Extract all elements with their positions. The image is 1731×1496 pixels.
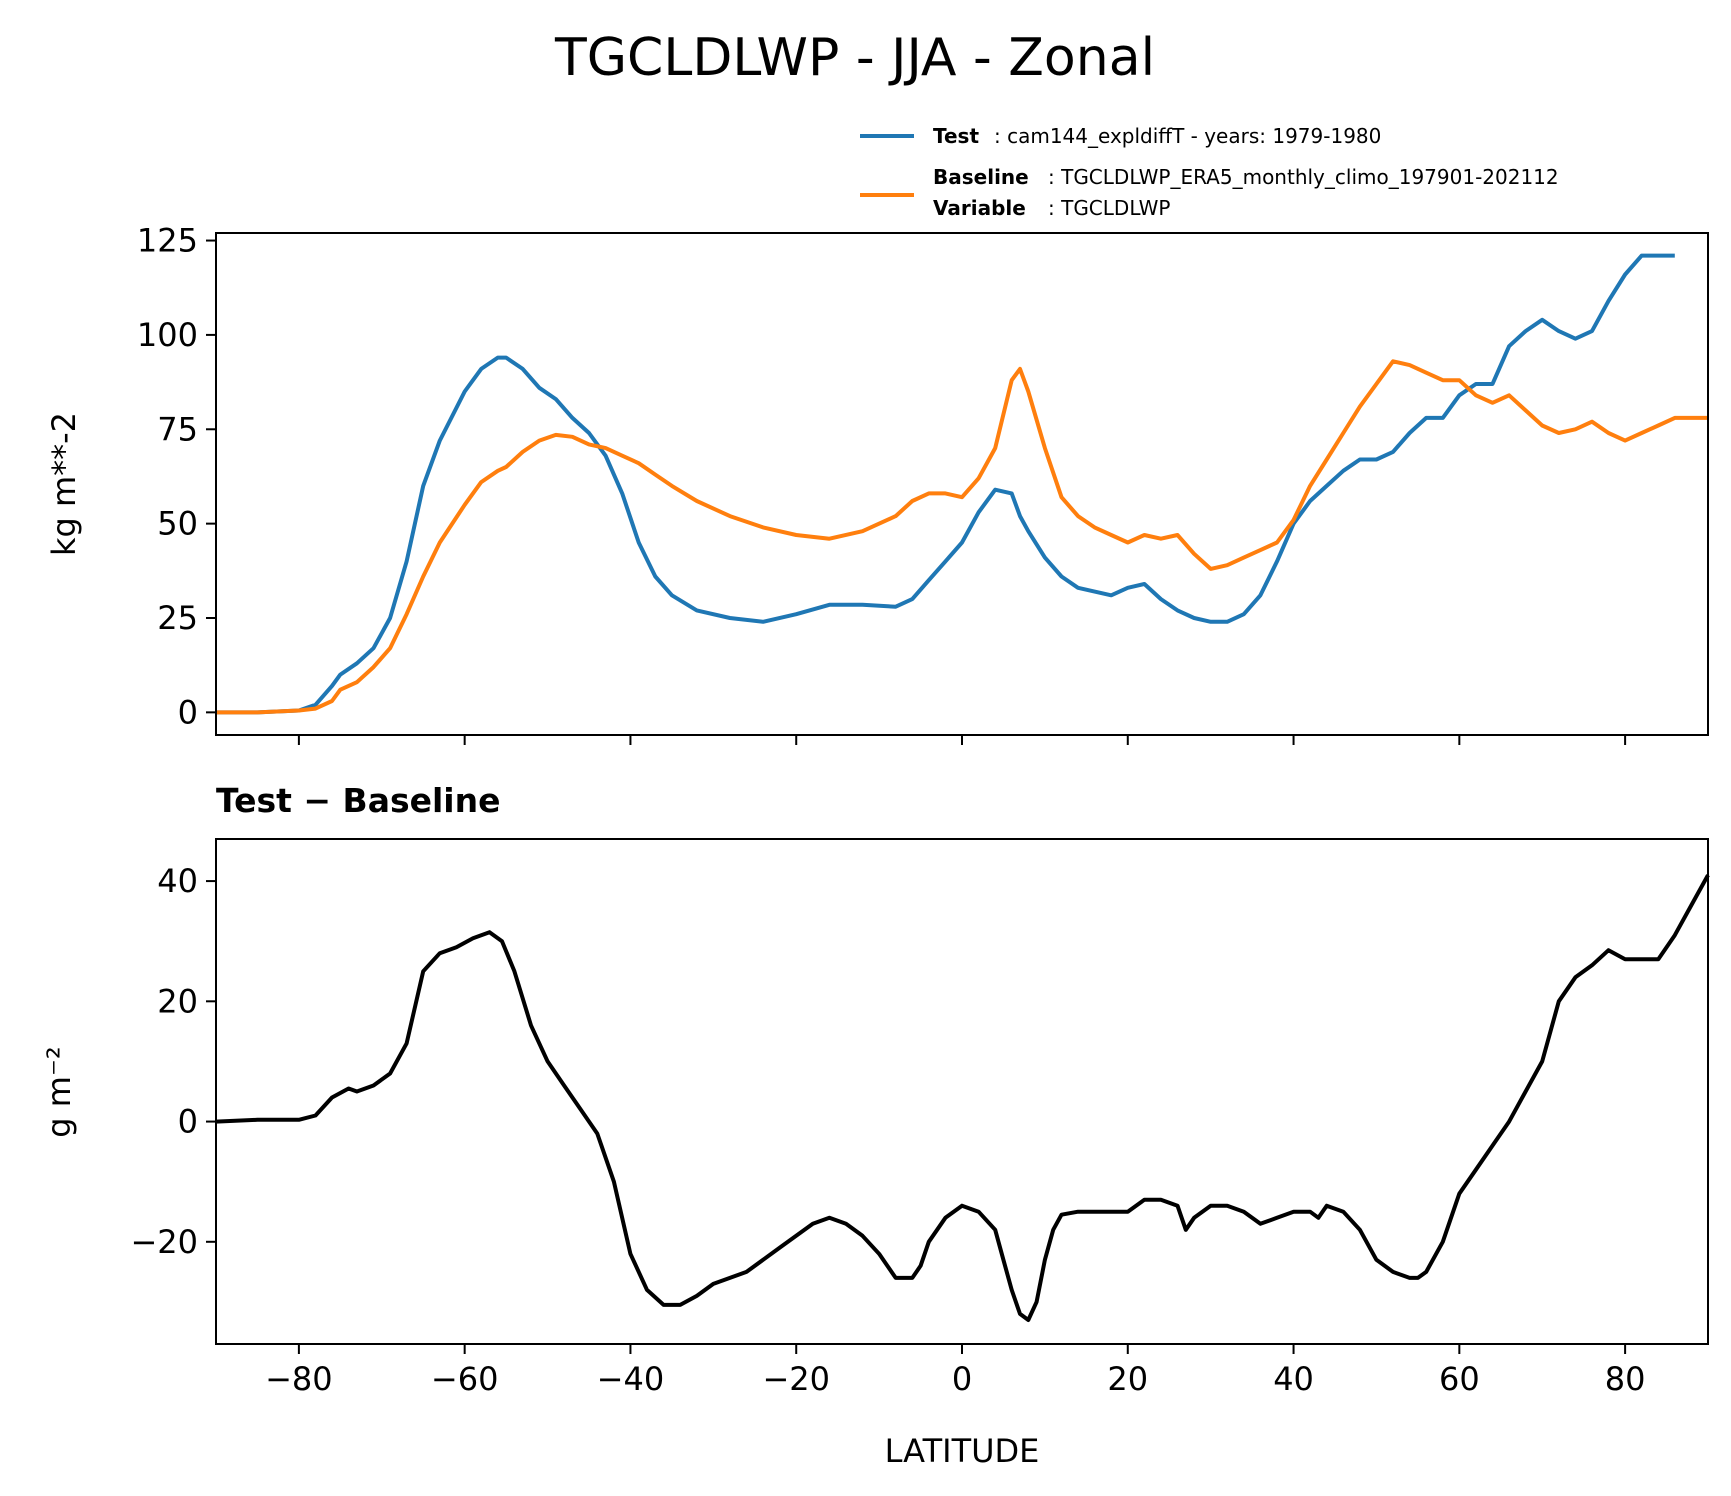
legend-test-value: : cam144_expldiffT - years: 1979-1980 (994, 124, 1381, 148)
top-y-tick-label: 50 (157, 505, 198, 543)
bottom-series-test-baseline-line (215, 874, 1710, 1322)
top-x-axis (297, 735, 1627, 745)
legend-variable-value: : TGCLDLWP (1048, 196, 1170, 220)
top-plot-area (216, 253, 1708, 715)
top-y-tick-label: 25 (157, 599, 198, 637)
top-y-tick-label: 125 (137, 222, 198, 260)
legend: Test : cam144_expldiffT - years: 1979-19… (860, 124, 1559, 220)
bottom-x-tick-label: −40 (597, 1360, 665, 1398)
bottom-x-axis-label: LATITUDE (885, 1432, 1040, 1470)
bottom-y-tick-label: 40 (157, 862, 198, 900)
bottom-y-tick-label: 20 (157, 982, 198, 1020)
top-y-axis-label: kg m**-2 (45, 412, 83, 556)
bottom-x-tick-label: 40 (1273, 1360, 1314, 1398)
top-y-tick-label: 0 (178, 693, 198, 731)
bottom-plot-area (215, 874, 1710, 1322)
bottom-x-tick-label: −80 (265, 1360, 333, 1398)
top-y-tick-label: 100 (137, 316, 198, 354)
bottom-x-tick-label: −60 (431, 1360, 499, 1398)
top-y-tick-label: 75 (157, 410, 198, 448)
panel-difference: Test − Baseline −20 0 20 40 −80 −60 −40 −20 0 20… (40, 781, 1710, 1470)
bottom-y-axis-label: g m⁻² (40, 1046, 78, 1137)
bottom-y-tick-label: 0 (178, 1103, 198, 1141)
legend-variable-key: Variable (933, 196, 1026, 220)
bottom-x-tick-label: 60 (1439, 1360, 1480, 1398)
bottom-y-tick-label: −20 (130, 1223, 198, 1261)
bottom-x-tick-label: −20 (762, 1360, 830, 1398)
bottom-x-tick-label: 80 (1605, 1360, 1646, 1398)
figure-title: TGCLDLWP - JJA - Zonal (554, 28, 1155, 88)
bottom-x-axis: −80 −60 −40 −20 0 20 40 60 80 (265, 1344, 1645, 1398)
top-axes-frame (215, 232, 1709, 736)
top-series-test-line (216, 253, 1675, 715)
bottom-y-axis: −20 0 20 40 (130, 862, 216, 1261)
bottom-x-tick-label: 20 (1107, 1360, 1148, 1398)
difference-subtitle: Test − Baseline (216, 781, 501, 820)
legend-baseline-value: : TGCLDLWP_ERA5_monthly_climo_197901-202… (1048, 165, 1559, 189)
legend-test-key: Test (933, 124, 979, 148)
bottom-x-tick-label: 0 (952, 1360, 972, 1398)
top-series-baseline-line (216, 359, 1708, 715)
top-y-axis: 0 25 50 75 100 125 (137, 222, 216, 731)
legend-baseline-key: Baseline (933, 165, 1029, 189)
bottom-axes-frame (215, 838, 1709, 1345)
panel-zonal-mean: 0 25 50 75 100 125 kg m**-2 (45, 222, 1709, 745)
